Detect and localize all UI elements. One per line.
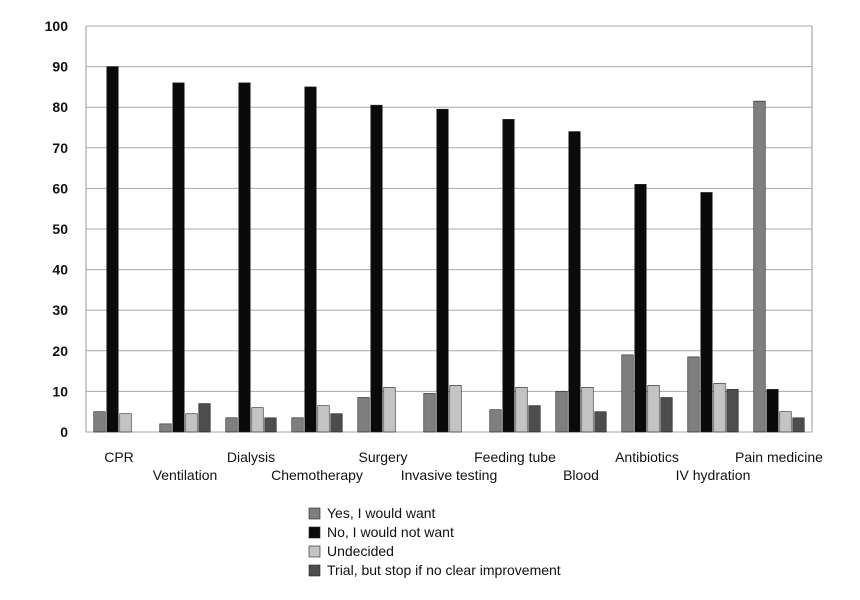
bar bbox=[291, 417, 304, 433]
category-label: Ventilation bbox=[153, 467, 218, 483]
bar bbox=[634, 184, 647, 433]
category-label: Feeding tube bbox=[474, 449, 556, 465]
bars bbox=[93, 66, 805, 433]
bar bbox=[726, 389, 739, 433]
legend-swatch bbox=[308, 545, 321, 558]
y-tick-label: 40 bbox=[52, 262, 68, 278]
legend-swatch bbox=[308, 564, 321, 577]
bar bbox=[449, 385, 462, 433]
category-label: Invasive testing bbox=[401, 467, 498, 483]
y-tick-label: 70 bbox=[52, 140, 68, 156]
bar bbox=[119, 413, 132, 433]
bar bbox=[423, 393, 436, 433]
legend-label: Yes, I would want bbox=[327, 505, 436, 521]
legend-label: Trial, but stop if no clear improvement bbox=[327, 562, 561, 578]
y-tick-label: 50 bbox=[52, 221, 68, 237]
category-label: Pain medicine bbox=[735, 449, 823, 465]
bar bbox=[383, 387, 396, 433]
bar bbox=[753, 100, 766, 433]
bar bbox=[568, 131, 581, 433]
bar bbox=[304, 86, 317, 433]
bar bbox=[515, 387, 528, 433]
bar bbox=[317, 405, 330, 433]
y-tick-label: 100 bbox=[45, 18, 69, 34]
bar bbox=[264, 417, 277, 433]
legend-label: No, I would not want bbox=[327, 524, 454, 540]
bar bbox=[779, 411, 792, 433]
bar bbox=[159, 423, 172, 433]
bar bbox=[700, 192, 713, 433]
bar bbox=[581, 387, 594, 433]
category-labels: CPR Ventilation Dialysis Chemotherapy Surger… bbox=[104, 449, 823, 483]
legend-swatch bbox=[308, 507, 321, 520]
bar bbox=[713, 382, 726, 433]
category-label: Dialysis bbox=[227, 449, 275, 465]
category-label: CPR bbox=[104, 449, 134, 465]
bar bbox=[330, 413, 343, 433]
y-axis-ticks: 0 10 20 30 40 50 60 70 80 90 100 bbox=[45, 18, 69, 440]
bar bbox=[172, 82, 185, 433]
y-tick-label: 90 bbox=[52, 59, 68, 75]
y-tick-label: 80 bbox=[52, 99, 68, 115]
category-label: IV hydration bbox=[676, 467, 751, 483]
bar bbox=[251, 407, 264, 433]
y-tick-label: 30 bbox=[52, 302, 68, 318]
y-tick-label: 20 bbox=[52, 343, 68, 359]
bar bbox=[766, 389, 779, 433]
bar bbox=[357, 397, 370, 433]
y-tick-label: 60 bbox=[52, 180, 68, 196]
category-label: Chemotherapy bbox=[271, 467, 363, 483]
bar bbox=[687, 356, 700, 433]
bar bbox=[185, 413, 198, 433]
bar bbox=[198, 403, 211, 433]
gridlines bbox=[85, 25, 813, 433]
category-label: Antibiotics bbox=[615, 449, 679, 465]
bar bbox=[225, 417, 238, 433]
bar bbox=[555, 391, 568, 433]
category-label: Surgery bbox=[358, 449, 407, 465]
y-tick-label: 10 bbox=[52, 383, 68, 399]
bar bbox=[489, 409, 502, 433]
bar bbox=[106, 66, 119, 433]
bar bbox=[93, 411, 106, 433]
bar bbox=[621, 354, 634, 433]
legend-label: Undecided bbox=[327, 543, 394, 559]
bar bbox=[436, 108, 449, 433]
legend: Yes, I would want No, I would not want Und… bbox=[308, 505, 561, 578]
bar bbox=[502, 119, 515, 433]
category-label: Blood bbox=[563, 467, 599, 483]
bar bbox=[792, 417, 805, 433]
bar bbox=[370, 104, 383, 433]
legend-swatch bbox=[308, 526, 321, 539]
bar bbox=[528, 405, 541, 433]
bar bbox=[647, 385, 660, 433]
y-tick-label: 0 bbox=[60, 424, 68, 440]
bar bbox=[238, 82, 251, 433]
bar bbox=[594, 411, 607, 433]
bar bbox=[660, 397, 673, 433]
